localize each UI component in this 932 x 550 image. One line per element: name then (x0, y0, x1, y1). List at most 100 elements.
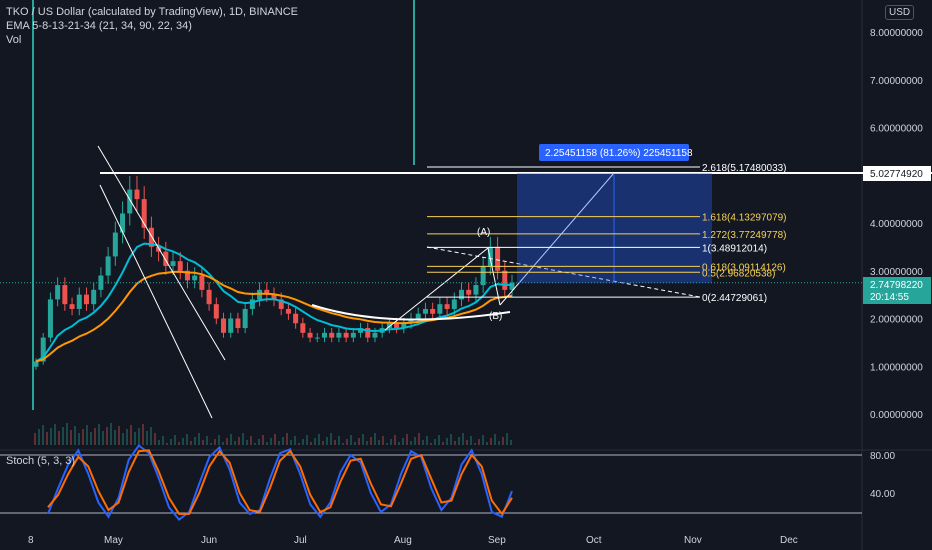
stoch-d-line (47, 449, 513, 516)
candle-body (271, 294, 277, 300)
volume-bar (146, 431, 148, 445)
price-axis-tick: 7.00000000 (870, 76, 923, 87)
candle-body (408, 318, 414, 324)
price-axis-tick: 2.00000000 (870, 315, 923, 326)
candle-body (509, 282, 515, 290)
volume-bar (482, 435, 484, 445)
volume-bar (506, 433, 508, 445)
volume-bar (222, 442, 224, 445)
stoch-legend[interactable]: Stoch (5, 3, 3) (6, 455, 76, 467)
volume-bar (278, 441, 280, 445)
volume-bar (198, 433, 200, 445)
candle-body (466, 289, 472, 295)
candle-body (480, 265, 486, 286)
candle-body (300, 323, 306, 333)
volume-bar (54, 424, 56, 445)
volume-bar (474, 443, 476, 445)
volume-bar (302, 439, 304, 445)
volume-bar (226, 438, 228, 445)
volume-bar (210, 443, 212, 445)
volume-bar (406, 434, 408, 445)
volume-bar (490, 438, 492, 445)
volume-bar (326, 437, 328, 445)
stoch-k-line (47, 444, 513, 521)
resistance-price-badge (863, 166, 931, 181)
volume-bar (206, 436, 208, 445)
candle-body (293, 313, 299, 324)
time-axis-tick: Nov (684, 535, 702, 546)
volume-bar (322, 441, 324, 445)
price-axis-tick: 1.00000000 (870, 362, 923, 373)
candle-body (401, 323, 407, 329)
volume-bar (290, 440, 292, 445)
measure-label-bg (539, 144, 689, 161)
volume-bar (242, 433, 244, 445)
volume-bar (470, 436, 472, 445)
candle-body (444, 304, 450, 309)
volume-legend[interactable]: Vol (6, 34, 22, 46)
fib-level-label: 1.272(3.77249778) (702, 230, 787, 241)
fib-level-label: 0.5(2.96820538) (702, 268, 775, 279)
wave-line (384, 247, 489, 331)
price-axis-tick: 4.00000000 (870, 219, 923, 230)
volume-bar (282, 437, 284, 445)
volume-bar (334, 440, 336, 445)
volume-bar (234, 441, 236, 445)
candle-body (55, 285, 61, 300)
resistance-price-label: 5.02774920 (870, 169, 923, 180)
candle-body (184, 270, 190, 281)
time-axis-tick: 8 (28, 535, 34, 546)
candle-body (192, 275, 198, 281)
candle-body (473, 285, 479, 295)
candle-body (285, 308, 291, 314)
candle-body (487, 246, 493, 266)
fib-level-label: 2.618(5.17480033) (702, 163, 787, 174)
volume-bar (342, 443, 344, 445)
volume-bar (318, 434, 320, 445)
volume-bar (230, 434, 232, 445)
volume-bar (34, 433, 36, 445)
candle-body (69, 304, 75, 309)
volume-bar (434, 439, 436, 445)
volume-bar (458, 437, 460, 445)
candle-body (228, 318, 234, 333)
candle-body (235, 318, 241, 329)
volume-bar (466, 440, 468, 445)
candle-body (112, 232, 118, 257)
volume-bar (142, 424, 144, 445)
volume-bar (66, 423, 68, 445)
volume-bar (394, 435, 396, 445)
volume-bar (82, 429, 84, 445)
volume-bar (246, 440, 248, 445)
candle-body (422, 308, 428, 314)
candle-body (343, 332, 349, 338)
time-axis-tick: Sep (488, 535, 506, 546)
cup-curve (311, 304, 511, 321)
candle-body (98, 275, 104, 290)
time-axis-tick: Aug (394, 535, 412, 546)
volume-bar (90, 432, 92, 445)
candle-body (242, 308, 248, 329)
fib-level-label: 1(3.48912014) (702, 243, 767, 254)
volume-bar (382, 436, 384, 445)
ema-legend[interactable]: EMA 5-8-13-21-34 (21, 34, 90, 22, 34) (6, 20, 192, 32)
symbol-title[interactable]: TKO / US Dollar (calculated by TradingVi… (6, 6, 299, 18)
candle-body (336, 332, 342, 338)
candle-body (120, 213, 126, 233)
volume-bar (270, 438, 272, 445)
candle-body (459, 289, 465, 300)
volume-bar (262, 435, 264, 445)
candle-body (430, 308, 436, 314)
stoch-axis-tick: 40.00 (870, 489, 895, 500)
time-axis-tick: Jul (294, 535, 307, 546)
volume-bar (218, 435, 220, 445)
volume-bar (178, 442, 180, 445)
price-axis-tick: 0.00000000 (870, 410, 923, 421)
volume-bar (250, 436, 252, 445)
dashed-trend-line (426, 246, 701, 298)
candle-body (386, 323, 392, 329)
currency-badge[interactable]: USD (885, 5, 915, 20)
volume-bar (298, 443, 300, 445)
